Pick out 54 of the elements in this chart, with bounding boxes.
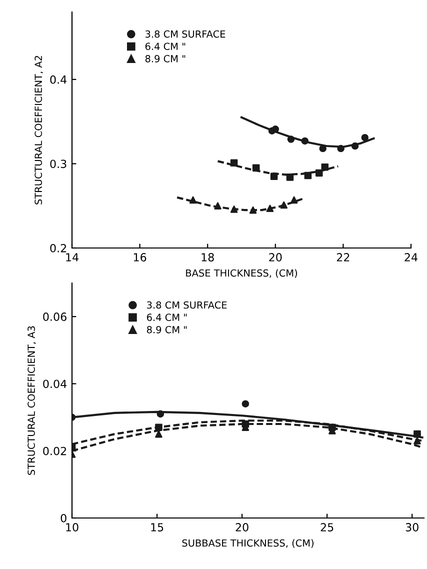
point: [319, 144, 326, 152]
legend-label: 3.8 CM SURFACE: [147, 301, 227, 309]
line-series: [176, 196, 306, 212]
point: [287, 136, 295, 143]
x-tick-label: 22: [336, 253, 350, 262]
x-tick-label: 30: [406, 523, 418, 532]
point: [361, 134, 369, 142]
y-tick-label: 0.2: [50, 244, 66, 252]
x-tick-label: 14: [66, 253, 78, 262]
point: [280, 201, 288, 209]
legend-label: 3.8 CM SURFACE: [146, 30, 226, 38]
point: [414, 437, 421, 444]
y-tick-label: 0.02: [43, 446, 66, 456]
point: [266, 204, 274, 212]
y-tick-label: 0.4: [50, 75, 67, 84]
point: [301, 137, 309, 145]
x-tick-label: 25: [320, 523, 334, 532]
point: [156, 410, 164, 418]
point: [230, 159, 238, 167]
legend-label: 8.9 CM ": [146, 326, 187, 334]
x-tick-label: 24: [404, 253, 418, 262]
point: [304, 172, 312, 180]
point: [252, 164, 260, 172]
legend-label: 8.9 CM ": [145, 55, 186, 62]
y-tick-label: 0.04: [43, 380, 67, 388]
point: [272, 126, 280, 133]
x-tick-label: 16: [134, 253, 146, 262]
legend-label: 6.4 CM ": [145, 42, 186, 50]
point: [155, 424, 162, 431]
y-axis-title: STRUCTURAL COEFFICIENT, A2: [34, 56, 44, 204]
y-tick-label: 0.06: [43, 312, 66, 321]
x-axis-title: SUBBASE THICKNESS, (CM): [182, 539, 314, 548]
point: [315, 169, 323, 177]
point: [337, 144, 344, 152]
x-axis-title: BASE THICKNESS, (CM): [186, 269, 298, 278]
point: [290, 196, 298, 204]
x-tick-label: 20: [236, 523, 248, 532]
point: [242, 400, 250, 408]
y-tick-label: 0: [60, 514, 66, 522]
y-axis-title: STRUCTURAL COEFFICIENT, A3: [28, 326, 36, 475]
x-tick-label: 15: [151, 523, 164, 532]
point: [189, 196, 197, 204]
legend-label: 6.4 CM ": [147, 314, 187, 321]
point: [230, 206, 238, 213]
y-tick-label: 0.3: [50, 160, 66, 168]
x-tick-label: 10: [66, 523, 78, 532]
point: [270, 172, 278, 180]
x-tick-label: 18: [202, 253, 214, 262]
point: [249, 206, 257, 214]
point: [351, 142, 359, 150]
point: [321, 163, 329, 171]
point: [286, 174, 294, 181]
point: [214, 202, 222, 210]
x-tick-label: 20: [269, 253, 282, 262]
